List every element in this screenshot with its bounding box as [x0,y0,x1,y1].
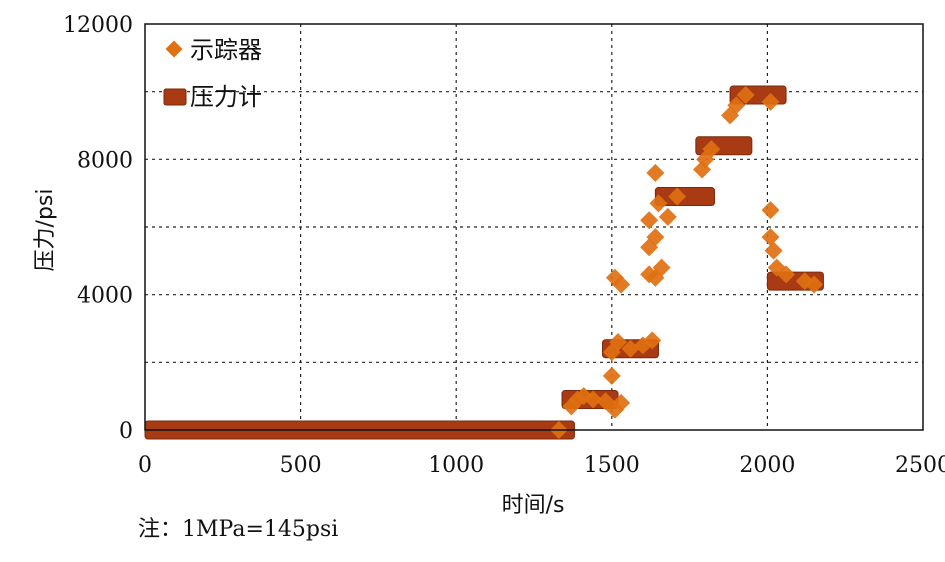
tracer-point [736,86,755,105]
x-tick-label: 0 [138,453,152,478]
x-axis-title: 时间/s [502,493,565,518]
tracer-point [777,265,796,284]
tracer-point [761,92,780,111]
tracer-point [646,228,665,247]
tracer-point [621,339,640,358]
tracer-point [727,96,746,115]
tracer-series [549,86,824,439]
tracer-point [612,393,631,412]
tracer-point [609,333,628,352]
plot-frame [144,23,924,431]
x-tick-label: 2500 [895,453,945,478]
tracer-point [805,275,824,294]
y-tick-label: 0 [119,419,133,444]
x-tick-label: 2000 [739,453,795,478]
tracer-point [640,211,659,230]
y-axis-title: 压力/psi [33,189,58,272]
tracer-point [764,241,783,260]
y-tick-label: 4000 [77,284,133,309]
tracer-point [761,228,780,247]
tracer-point [668,187,687,206]
unit-note: 注：1MPa=145psi [138,517,338,542]
y-tick-label: 8000 [77,148,133,173]
legend-tracer-label: 示踪器 [190,36,262,64]
legend-pressure-marker [163,88,187,106]
tracer-point [702,140,721,159]
y-tick-label: 12000 [63,13,133,38]
legend-pressure-label: 压力计 [190,83,262,111]
axis-ticks: 0 500 1000 1500 2000 2500 0 4000 8000 12000 [63,13,945,478]
tracer-point [658,207,677,226]
tracer-point [584,390,603,409]
tracer-point [761,201,780,220]
x-tick-label: 1500 [584,453,640,478]
tracer-point [643,331,662,350]
tracer-point [602,366,621,385]
tracer-point [652,258,671,277]
grid-lines [145,24,923,430]
x-tick-label: 500 [280,453,322,478]
tracer-point [649,194,668,213]
x-tick-label: 1000 [428,453,484,478]
tracer-point [646,163,665,182]
tracer-point [612,275,631,294]
